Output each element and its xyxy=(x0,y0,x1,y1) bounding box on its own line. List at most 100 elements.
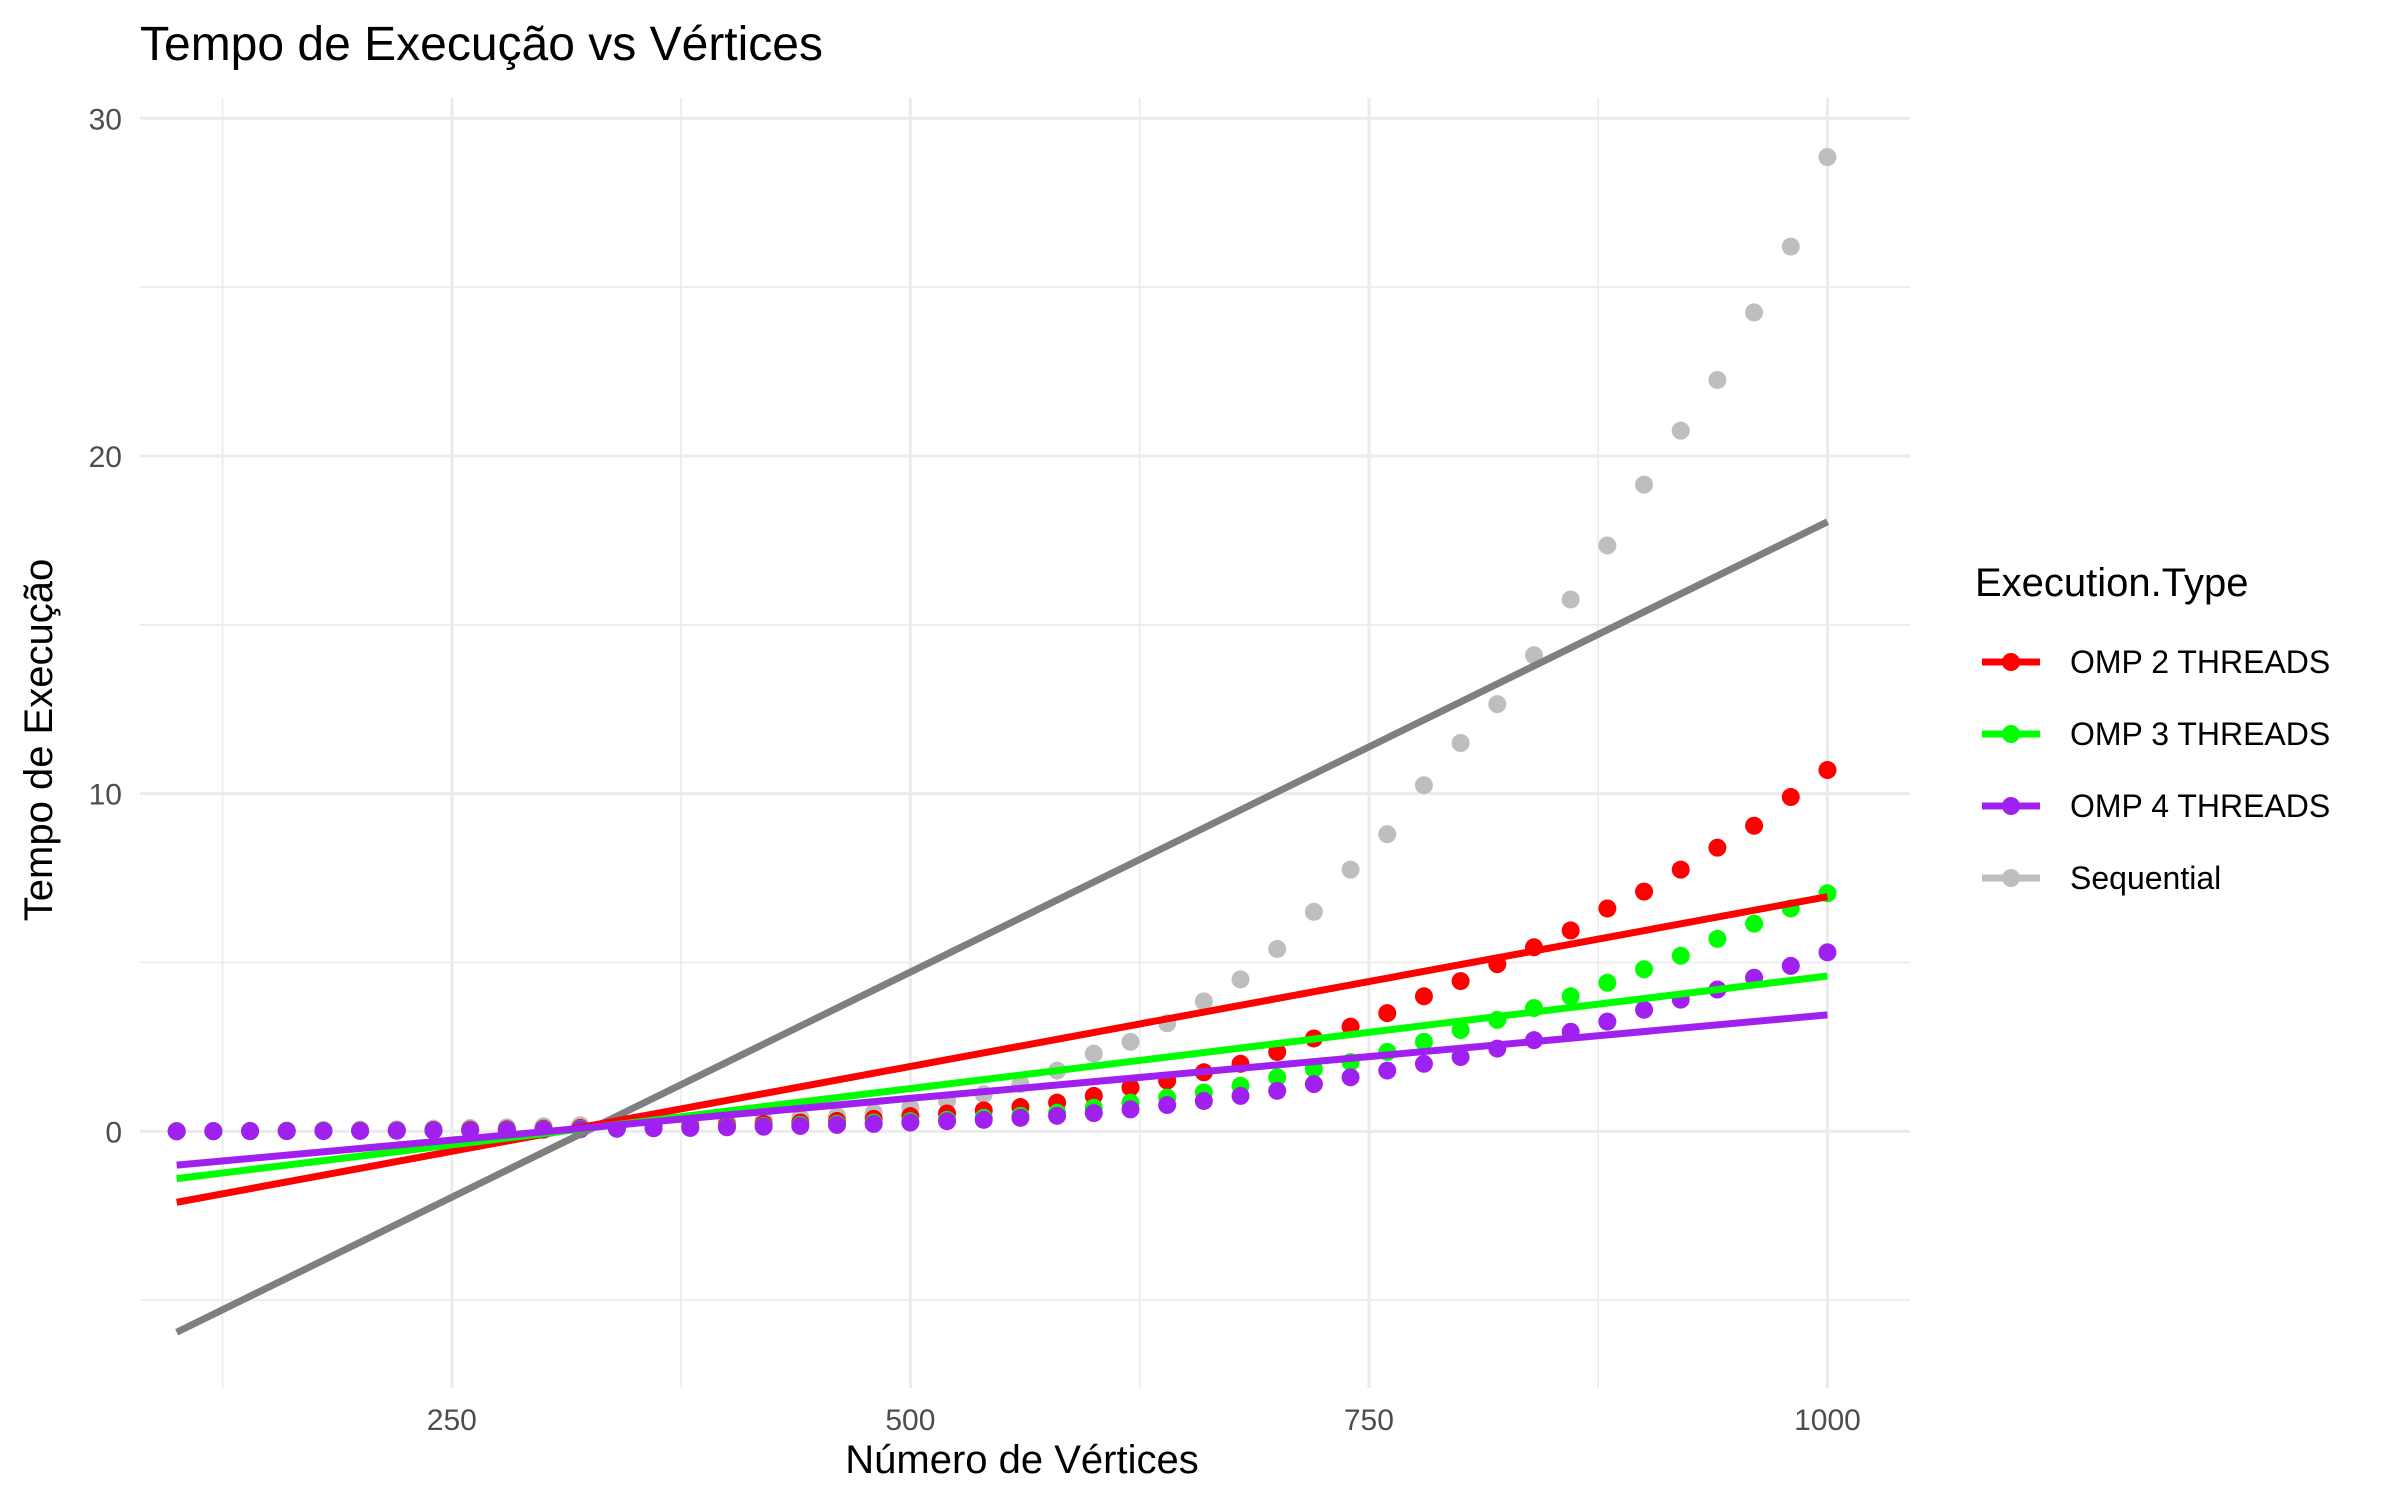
point-omp-2-threads xyxy=(1451,972,1470,991)
point-sequential xyxy=(1378,825,1397,844)
point-sequential xyxy=(1818,148,1837,167)
point-omp-4-threads xyxy=(1121,1100,1140,1119)
legend-label-omp-3-threads: OMP 3 THREADS xyxy=(2070,716,2330,752)
point-omp-3-threads xyxy=(1671,946,1690,965)
point-omp-4-threads xyxy=(1781,956,1800,975)
point-omp-2-threads xyxy=(1378,1004,1397,1023)
legend-key-omp-4-threads xyxy=(1982,797,2040,815)
trend-line-omp-2-threads xyxy=(176,893,1829,1206)
point-omp-2-threads xyxy=(1818,761,1837,780)
y-tick-label: 0 xyxy=(105,1116,122,1149)
point-omp-2-threads xyxy=(1121,1078,1140,1097)
point-omp-3-threads xyxy=(1451,1021,1470,1040)
point-omp-4-threads xyxy=(901,1113,920,1132)
point-omp-4-threads xyxy=(277,1122,296,1141)
point-sequential xyxy=(1084,1044,1103,1063)
axis-ticks: 250 500 750 1000 0 10 20 30 xyxy=(89,103,1861,1437)
point-omp-4-threads xyxy=(1635,1000,1654,1019)
point-sequential xyxy=(1671,421,1690,440)
legend-key-sequential xyxy=(1982,869,2040,887)
point-omp-4-threads xyxy=(1158,1096,1177,1115)
data-points xyxy=(167,148,1837,1141)
point-omp-4-threads xyxy=(717,1118,736,1137)
x-axis-title: Número de Vértices xyxy=(845,1438,1198,1482)
point-sequential xyxy=(1524,646,1543,665)
point-omp-4-threads xyxy=(1011,1108,1030,1127)
point-omp-2-threads xyxy=(1598,899,1617,918)
y-tick-label: 30 xyxy=(89,103,122,136)
point-omp-2-threads xyxy=(1671,860,1690,879)
point-omp-4-threads xyxy=(314,1122,333,1141)
point-sequential xyxy=(1304,902,1323,921)
x-tick-label: 750 xyxy=(1344,1404,1394,1437)
point-omp-4-threads xyxy=(754,1117,773,1136)
x-tick-label: 1000 xyxy=(1794,1404,1861,1437)
point-omp-4-threads xyxy=(1268,1081,1287,1100)
point-omp-3-threads xyxy=(1561,987,1580,1006)
point-sequential xyxy=(1451,734,1470,752)
point-omp-4-threads xyxy=(204,1122,223,1141)
point-omp-3-threads xyxy=(1745,914,1764,933)
point-omp-4-threads xyxy=(1048,1106,1067,1125)
y-tick-label: 10 xyxy=(89,779,122,812)
point-omp-4-threads xyxy=(1231,1086,1250,1105)
chart-title: Tempo de Execução vs Vértices xyxy=(140,18,823,71)
point-omp-4-threads xyxy=(1451,1048,1470,1067)
legend-key-omp-2-threads xyxy=(1982,653,2040,671)
legend-title: Execution.Type xyxy=(1975,561,2249,605)
point-omp-3-threads xyxy=(1268,1068,1287,1087)
legend-key-point xyxy=(2002,869,2020,887)
point-sequential xyxy=(1708,370,1727,389)
legend-key-omp-3-threads xyxy=(1982,725,2040,743)
point-sequential xyxy=(1121,1032,1140,1051)
trend-line-omp-3-threads xyxy=(176,972,1828,1183)
point-sequential xyxy=(1561,590,1580,609)
legend-label-sequential: Sequential xyxy=(2070,860,2221,896)
trend-line-omp-4-threads xyxy=(176,1011,1828,1169)
point-sequential xyxy=(1781,237,1800,256)
point-sequential xyxy=(1488,695,1507,714)
x-tick-label: 250 xyxy=(427,1404,477,1437)
point-omp-2-threads xyxy=(1745,816,1764,835)
legend-key-point xyxy=(2002,797,2020,815)
legend-key-point xyxy=(2002,653,2020,671)
point-sequential xyxy=(1745,303,1764,322)
point-omp-4-threads xyxy=(938,1112,957,1131)
point-omp-4-threads xyxy=(1818,943,1837,962)
point-omp-2-threads xyxy=(1708,838,1727,857)
point-omp-2-threads xyxy=(1781,788,1800,807)
point-omp-2-threads xyxy=(1414,987,1433,1006)
point-omp-4-threads xyxy=(1304,1075,1323,1094)
y-axis-title: Tempo de Execução xyxy=(17,559,61,921)
point-sequential xyxy=(1598,536,1617,555)
point-sequential xyxy=(1414,776,1433,795)
trend-line-sequential xyxy=(175,518,1830,1336)
point-omp-3-threads xyxy=(1414,1032,1433,1051)
legend: Execution.Type OMP 2 THREADS OMP 3 THREAD… xyxy=(1975,561,2330,896)
legend-label-omp-4-threads: OMP 4 THREADS xyxy=(2070,788,2330,824)
point-omp-2-threads xyxy=(1635,882,1654,901)
y-tick-label: 20 xyxy=(89,441,122,474)
grid xyxy=(140,98,1910,1388)
point-omp-4-threads xyxy=(864,1114,883,1133)
point-sequential xyxy=(1231,970,1250,989)
point-omp-3-threads xyxy=(1708,929,1727,948)
point-omp-4-threads xyxy=(1598,1012,1617,1031)
point-omp-4-threads xyxy=(1341,1068,1360,1087)
point-sequential xyxy=(1635,475,1654,494)
point-omp-4-threads xyxy=(827,1115,846,1134)
point-omp-4-threads xyxy=(351,1121,370,1140)
point-sequential xyxy=(1194,992,1213,1011)
point-omp-3-threads xyxy=(1598,973,1617,992)
point-omp-4-threads xyxy=(791,1116,810,1135)
trend-lines xyxy=(175,518,1830,1336)
point-omp-4-threads xyxy=(424,1121,443,1140)
point-omp-4-threads xyxy=(1194,1091,1213,1110)
point-omp-4-threads xyxy=(1378,1061,1397,1080)
point-omp-2-threads xyxy=(1561,921,1580,940)
point-omp-4-threads xyxy=(974,1110,993,1129)
point-omp-4-threads xyxy=(387,1121,406,1140)
legend-key-point xyxy=(2002,725,2020,743)
point-omp-4-threads xyxy=(167,1122,186,1141)
